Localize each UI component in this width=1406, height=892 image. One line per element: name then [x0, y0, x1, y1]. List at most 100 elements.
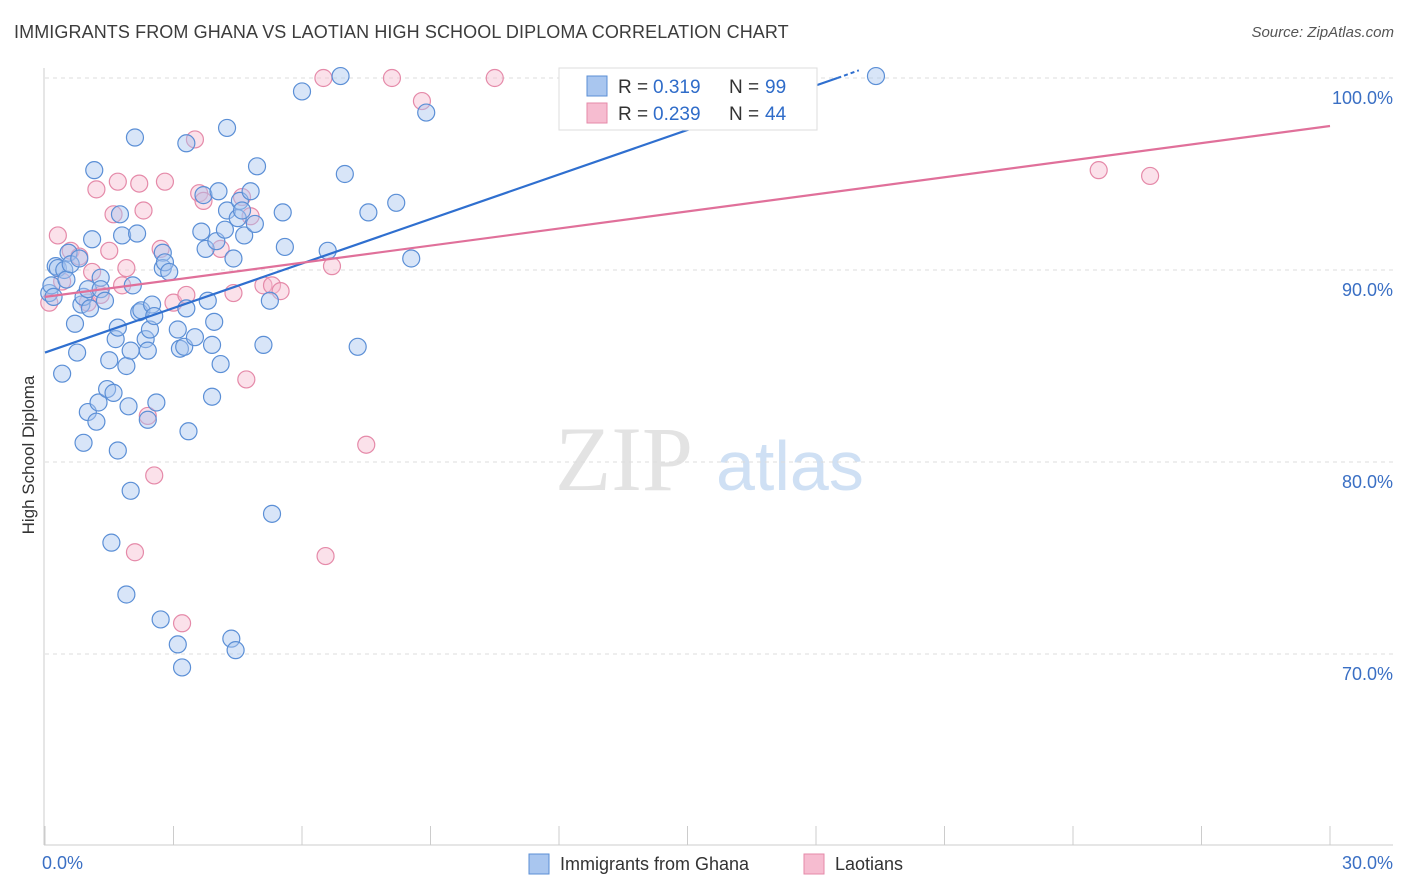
x-tick-label-max: 30.0% — [1342, 853, 1393, 873]
ghana-point — [192, 222, 211, 241]
legend-n-value-ghana: 99 — [765, 77, 786, 98]
ghana-point — [59, 243, 78, 262]
laotians-point — [125, 543, 145, 562]
y-tick-label-100: 100.0% — [1332, 88, 1393, 108]
ghana-point — [65, 314, 85, 333]
ghana-point — [119, 397, 138, 416]
ghana-point — [331, 66, 350, 86]
ghana-point — [198, 291, 217, 310]
ghana-point — [245, 214, 264, 234]
ghana-point — [108, 441, 127, 460]
ghana-point — [202, 335, 222, 354]
ghana-point — [177, 134, 196, 153]
ghana-point — [70, 249, 89, 268]
ghana-point — [74, 433, 93, 452]
laotians-point — [1140, 166, 1160, 186]
ghana-point — [53, 364, 72, 383]
ghana-point — [209, 182, 228, 201]
laotians-point — [382, 68, 402, 88]
laotians-point — [237, 370, 256, 389]
ghana-point — [138, 341, 157, 360]
watermark-zip: ZIP — [555, 408, 693, 510]
x-tick-label-min: 0.0% — [42, 853, 83, 873]
ghana-point — [217, 118, 237, 138]
chart-title: IMMIGRANTS FROM GHANA VS LAOTIAN HIGH SC… — [14, 22, 789, 42]
ghana-point — [100, 351, 119, 370]
ghana-point — [241, 182, 260, 201]
ghana-point — [102, 533, 121, 552]
y-tick-label-70: 70.0% — [1342, 664, 1393, 684]
ghana-point — [222, 629, 241, 648]
ghana-point — [142, 295, 162, 314]
ghana-point — [87, 412, 106, 431]
ghana-point — [89, 393, 108, 412]
laotians-point — [145, 466, 164, 485]
laotians-point — [134, 201, 153, 220]
ghana-point — [224, 249, 243, 268]
ghana-point — [866, 66, 886, 86]
ghana-point — [254, 335, 273, 354]
laotians-point — [104, 205, 123, 224]
ghana-point — [80, 299, 100, 318]
ghana-point — [57, 270, 76, 289]
legend-swatch-laotians — [586, 102, 608, 124]
ghana-point — [359, 203, 378, 222]
laotians-point — [48, 226, 67, 245]
ghana-point — [151, 610, 170, 629]
ghana-point — [335, 164, 354, 184]
laotians-point — [194, 191, 213, 210]
legend-r-value-laotians: 0.239 — [653, 104, 701, 125]
laotians-point — [185, 130, 205, 149]
laotians-point — [314, 68, 333, 88]
legend-r-label-laotians: R = — [618, 104, 648, 125]
axes — [43, 68, 1393, 846]
ghana-point — [117, 356, 136, 376]
legend-swatch-ghana — [586, 75, 608, 97]
series-legend-label-ghana: Immigrants from Ghana — [560, 854, 750, 874]
ghana-point — [95, 291, 115, 310]
ghana-point — [168, 635, 187, 654]
ghana-point — [417, 103, 436, 122]
y-tick-label-80: 80.0% — [1342, 472, 1393, 492]
ghana-point — [136, 330, 155, 349]
ghana-point — [140, 320, 160, 339]
legend-r-value-ghana: 0.319 — [653, 77, 701, 98]
laotians-point — [155, 172, 175, 191]
laotians-point — [130, 174, 149, 193]
laotians-point — [108, 172, 127, 191]
ghana-point — [202, 387, 222, 406]
ghana-point — [387, 193, 406, 212]
ghana-point — [168, 320, 187, 339]
laotians-point — [100, 241, 119, 260]
legend-n-label-ghana: N = — [729, 77, 759, 98]
ghana-point — [68, 343, 87, 362]
laotians-point — [172, 614, 192, 633]
ghana-point — [205, 312, 224, 331]
ghana-point — [125, 128, 145, 147]
laotians-point — [412, 91, 432, 111]
ghana-point — [104, 383, 123, 402]
ghana-point — [106, 330, 125, 349]
laotians-trend-line — [44, 124, 1331, 298]
ghana-point — [247, 157, 267, 176]
y-tick-labels: 70.0% 80.0% 90.0% 100.0% — [1332, 88, 1393, 684]
ghana-point — [117, 585, 136, 604]
ghana-point — [110, 205, 130, 224]
ghana-point — [194, 186, 213, 205]
ghana-point — [121, 341, 140, 360]
ghana-point — [262, 504, 282, 523]
legend-n-label-laotians: N = — [729, 104, 759, 125]
series-legend-swatch-ghana — [528, 853, 550, 875]
ghana-point — [185, 328, 205, 347]
y-tick-label-90: 90.0% — [1342, 280, 1393, 300]
ghana-point — [160, 262, 179, 282]
ghana-point — [275, 237, 294, 257]
ghana-point — [155, 253, 175, 272]
ghana-points — [40, 66, 886, 677]
ghana-point — [348, 337, 367, 356]
ghana-point — [226, 641, 245, 660]
ghana-point — [145, 306, 164, 326]
ghana-point — [112, 226, 132, 245]
laotians-point — [316, 546, 335, 566]
y-axis-label: High School Diploma — [19, 375, 38, 534]
